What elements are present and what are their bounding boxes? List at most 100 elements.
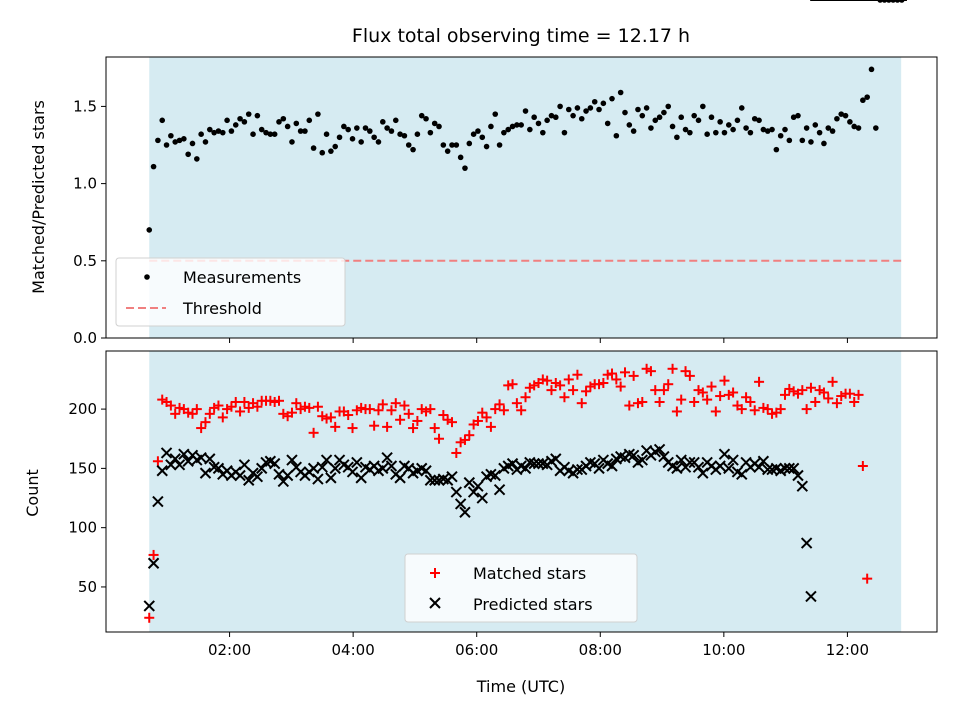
- measurement-point: [730, 126, 736, 133]
- matched-star-point: [827, 376, 838, 387]
- measurement-point: [202, 139, 209, 145]
- matched-star-point: [615, 381, 626, 392]
- predicted-star-point: [381, 452, 393, 464]
- measurement-point: [665, 103, 672, 110]
- predicted-stars-points: [143, 0, 907, 612]
- predicted-star-point: [424, 474, 437, 486]
- measurement-point: [384, 125, 390, 131]
- predicted-star-point: [684, 456, 696, 469]
- measurement-point: [860, 97, 866, 104]
- matched-star-point: [291, 398, 302, 409]
- matched-star-point: [377, 399, 388, 410]
- measurement-point: [544, 117, 550, 124]
- measurement-point: [250, 131, 256, 137]
- measurement-point: [604, 120, 611, 127]
- measurement-point: [457, 154, 464, 161]
- predicted-star-point: [493, 484, 506, 496]
- predicted-star-point: [476, 492, 488, 504]
- predicted-star-point: [152, 495, 164, 508]
- matched-star-point: [464, 430, 475, 441]
- measurement-point: [799, 137, 806, 144]
- measurement-point: [873, 125, 879, 131]
- matched-star-point: [849, 396, 860, 407]
- measurement-point: [561, 129, 568, 136]
- predicted-star-point: [489, 469, 501, 482]
- measurement-point: [622, 109, 628, 116]
- measurement-point: [198, 131, 204, 137]
- predicted-star-point: [463, 476, 475, 489]
- matched-star-point: [494, 399, 505, 410]
- predicted-star-point: [329, 462, 341, 475]
- predicted-star-point: [779, 462, 791, 475]
- measurement-point: [310, 145, 317, 151]
- predicted-star-point: [736, 468, 748, 481]
- predicted-star-point: [281, 469, 294, 482]
- chart-title: Flux total observing time = 12.17 h: [352, 25, 690, 47]
- matched-star-point: [853, 389, 864, 400]
- ratio-y-tick-label: 0.5: [73, 252, 97, 270]
- measurement-point: [825, 125, 832, 131]
- measurement-point: [609, 95, 615, 102]
- measurement-point: [626, 122, 633, 128]
- measurement-point: [427, 129, 434, 136]
- measurement-point: [596, 106, 602, 113]
- measurement-point: [738, 105, 745, 111]
- predicted-star-point: [277, 475, 290, 488]
- matched-star-point: [719, 375, 730, 386]
- matched-legend-label: Matched stars: [473, 564, 586, 583]
- measurement-point: [440, 142, 447, 148]
- matched-star-point: [607, 368, 618, 379]
- predicted-star-point: [506, 457, 519, 470]
- matched-star-point: [797, 385, 808, 396]
- matched-star-point: [572, 369, 583, 380]
- predicted-star-point: [165, 459, 177, 471]
- measurement-point: [821, 140, 827, 147]
- measurement-point: [271, 131, 278, 137]
- predicted-star-point: [320, 454, 333, 466]
- measurement-point: [851, 123, 858, 130]
- matched-star-point: [451, 447, 462, 458]
- matched-star-point: [736, 404, 747, 415]
- predicted-star-point: [251, 470, 264, 483]
- measurement-point: [578, 115, 585, 122]
- x-tick-label: 12:00: [826, 641, 869, 659]
- measurement-point: [349, 136, 356, 142]
- predicted-star-point: [450, 486, 463, 498]
- measurement-point: [734, 117, 741, 124]
- predicted-star-point: [757, 455, 770, 467]
- measurement-point: [219, 129, 226, 136]
- measurement-point: [743, 125, 749, 131]
- matched-star-point: [364, 404, 375, 415]
- matched-star-point: [191, 404, 202, 415]
- measurement-point: [713, 129, 719, 136]
- count-y-tick-label: 200: [68, 400, 97, 418]
- predicted-star-point: [787, 462, 800, 475]
- measurement-point: [773, 146, 780, 153]
- measurement-point: [816, 129, 823, 136]
- predicted-star-point: [606, 460, 618, 472]
- matched-star-point: [412, 415, 423, 426]
- ratio-y-axis-label: Matched/Predicted stars: [29, 100, 48, 294]
- measurement-point: [492, 111, 499, 117]
- measurement-point: [345, 126, 351, 133]
- predicted-star-point: [800, 537, 813, 549]
- measurement-point: [531, 114, 537, 121]
- matched-star-point: [425, 404, 436, 415]
- predicted-star-point: [286, 454, 298, 466]
- predicted-star-point: [160, 447, 173, 459]
- measurement-point: [496, 142, 503, 148]
- measurement-point: [367, 128, 373, 134]
- matched-star-point: [386, 405, 397, 416]
- matched-star-point: [619, 367, 630, 378]
- matched-star-point: [754, 376, 765, 387]
- measurement-point: [172, 139, 178, 145]
- measurement-point: [635, 106, 641, 113]
- predicted-star-point: [550, 453, 562, 465]
- measurement-point: [704, 131, 710, 137]
- measurement-point: [777, 132, 784, 139]
- matched-legend-marker: [430, 568, 440, 578]
- matched-star-point: [472, 415, 483, 426]
- matched-star-point: [805, 382, 816, 393]
- matched-star-point: [697, 387, 708, 398]
- matched-star-point: [658, 385, 669, 396]
